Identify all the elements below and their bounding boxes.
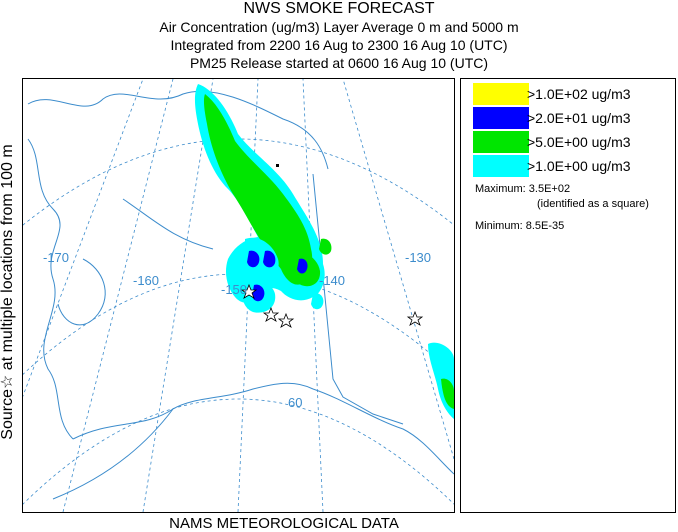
coastline-yukon bbox=[122, 198, 214, 250]
plume-blue bbox=[252, 284, 265, 302]
smoke-plume bbox=[194, 84, 332, 313]
source-star-icon bbox=[406, 310, 424, 326]
plume-green-center bbox=[276, 225, 308, 260]
axis-labels: -170 -160 -150 -140 -130 60 bbox=[43, 250, 431, 410]
footer-label: NAMS METEOROLOGICAL DATA bbox=[169, 515, 399, 532]
plume-blue bbox=[297, 258, 308, 274]
lon-label: -170 bbox=[43, 250, 69, 265]
legend-swatch-blue bbox=[473, 107, 529, 129]
plume-cyan-east bbox=[311, 293, 324, 310]
lat-label: 60 bbox=[288, 395, 302, 410]
page-title: NWS SMOKE FORECAST bbox=[243, 0, 435, 17]
legend-swatch-cyan bbox=[473, 155, 529, 177]
legend-label: >1.0E+00 ug/m3 bbox=[527, 158, 631, 174]
legend-panel: >1.0E+02 ug/m3 >2.0E+01 ug/m3 >5.0E+00 u… bbox=[460, 78, 676, 513]
legend-item: >2.0E+01 ug/m3 bbox=[473, 107, 673, 129]
lon-label: -150 bbox=[221, 282, 247, 297]
subtitle-release: PM25 Release started at 0600 16 Aug 10 (… bbox=[189, 55, 489, 71]
coastline-south bbox=[72, 382, 314, 440]
legend-swatch-green bbox=[473, 131, 529, 153]
plume-blue bbox=[263, 250, 276, 268]
map-svg[interactable]: -170 -160 -150 -140 -130 60 bbox=[23, 79, 454, 512]
meridian-line bbox=[23, 79, 144, 397]
coastline-west bbox=[27, 138, 74, 440]
lon-label: -130 bbox=[405, 250, 431, 265]
source-label: Source☆ at multiple locations from 100 m bbox=[0, 144, 16, 440]
coastline-southeast bbox=[312, 388, 454, 475]
legend-maximum-note: (identified as a square) bbox=[537, 198, 649, 210]
parallel-line bbox=[23, 398, 454, 505]
meridian-line bbox=[142, 79, 214, 512]
legend-maximum: Maximum: 3.5E+02 bbox=[475, 183, 571, 195]
source-star-icon bbox=[262, 306, 280, 322]
coastlines bbox=[27, 90, 454, 500]
legend-label: >5.0E+00 ug/m3 bbox=[527, 134, 631, 150]
source-star-icon bbox=[277, 312, 295, 328]
graticule bbox=[23, 79, 454, 512]
plume-blue bbox=[247, 250, 260, 268]
parallel-line bbox=[23, 273, 454, 375]
coastline-arctic bbox=[27, 90, 329, 170]
legend-swatch-yellow bbox=[473, 83, 529, 105]
legend-minimum: Minimum: 8.5E-35 bbox=[475, 220, 565, 232]
meridian-line bbox=[342, 79, 454, 460]
subtitle-integration: Integrated from 2200 16 Aug to 2300 16 A… bbox=[170, 37, 508, 53]
source-star-icon bbox=[240, 283, 258, 299]
map-panel[interactable]: -170 -160 -150 -140 -130 60 bbox=[22, 78, 455, 513]
subtitle-concentration: Air Concentration (ug/m3) Layer Average … bbox=[159, 19, 519, 35]
plume-green-ne bbox=[319, 238, 332, 255]
meridian-line bbox=[62, 79, 174, 512]
legend-item: >1.0E+02 ug/m3 bbox=[473, 83, 673, 105]
legend-label: >1.0E+02 ug/m3 bbox=[527, 86, 631, 102]
lon-label: -160 bbox=[133, 273, 159, 288]
coastline-bay bbox=[57, 258, 106, 326]
border-line bbox=[312, 173, 404, 425]
maximum-marker bbox=[276, 164, 279, 167]
legend-label: >2.0E+01 ug/m3 bbox=[527, 110, 631, 126]
legend-item: >5.0E+00 ug/m3 bbox=[473, 131, 673, 153]
plume-southeast-green bbox=[441, 378, 454, 409]
coastline-peninsula bbox=[52, 408, 174, 500]
legend-item: >1.0E+00 ug/m3 bbox=[473, 155, 673, 177]
plume-southeast bbox=[428, 342, 454, 419]
lon-label: -140 bbox=[319, 273, 345, 288]
